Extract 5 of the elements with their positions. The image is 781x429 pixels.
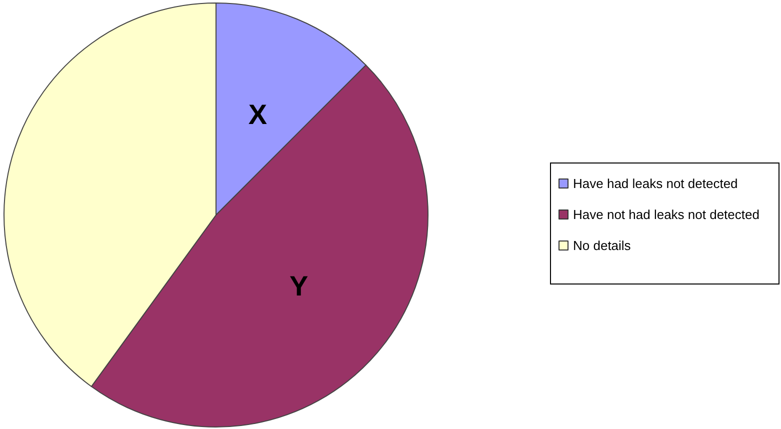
legend-label: No details <box>573 238 632 253</box>
legend-label: Have not had leaks not detected <box>573 207 760 222</box>
data-label: X <box>248 98 268 130</box>
legend-label: Have had leaks not detected <box>573 176 738 191</box>
data-label: Y <box>290 270 309 302</box>
